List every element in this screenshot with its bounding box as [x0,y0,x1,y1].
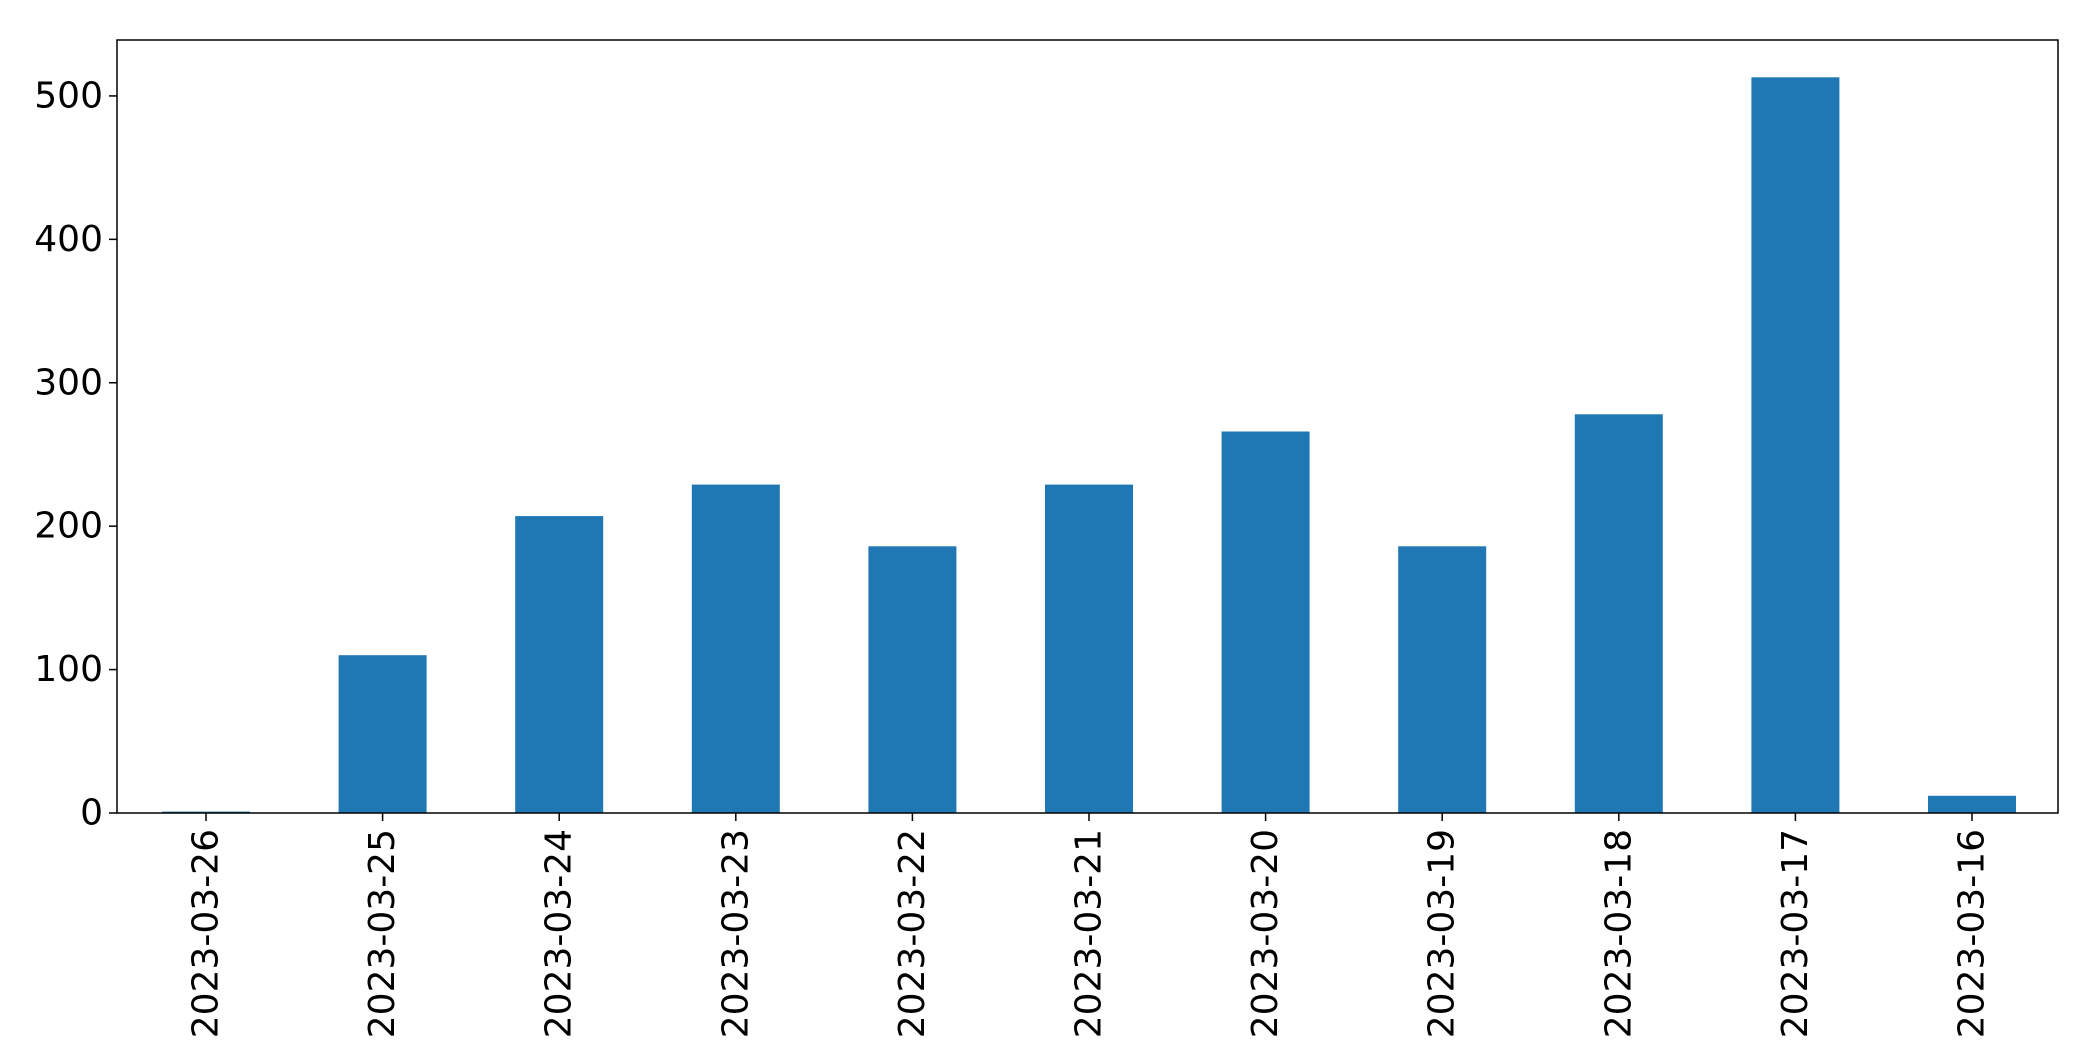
y-tick-label: 400 [34,219,103,260]
bars-group [162,77,2016,814]
plot-frame [116,39,2059,814]
bar [1045,484,1133,813]
bar [1398,546,1487,813]
bar [691,484,780,813]
x-tick-label: 2023-03-21 [1069,829,1110,1038]
bar [1574,414,1663,813]
x-tick-label: 2023-03-22 [892,829,933,1038]
x-tick-label: 2023-03-17 [1775,829,1816,1038]
y-tick-label: 300 [34,362,103,403]
bar [338,655,427,813]
x-tick-label: 2023-03-19 [1422,829,1463,1038]
y-tick-label: 0 [80,793,103,834]
x-tick-label: 2023-03-26 [186,829,227,1038]
bar [1221,431,1310,813]
bar [868,546,957,813]
y-tick-label: 200 [34,506,103,547]
y-axis: 0 100 200 300 400 500 [34,75,117,834]
bar [1751,77,1840,814]
x-tick-label: 2023-03-20 [1245,829,1286,1038]
y-tick-label: 100 [34,649,103,690]
x-tick-label: 2023-03-18 [1598,829,1639,1038]
x-axis: 2023-03-26 2023-03-25 2023-03-24 2023-03-23… [186,813,1993,1038]
x-tick-label: 2023-03-23 [715,829,756,1038]
bar [515,516,604,813]
x-tick-label: 2023-03-25 [362,829,403,1038]
x-tick-label: 2023-03-16 [1952,829,1993,1038]
bar [1928,795,2016,813]
y-tick-label: 500 [34,75,103,116]
x-tick-label: 2023-03-24 [539,829,580,1038]
